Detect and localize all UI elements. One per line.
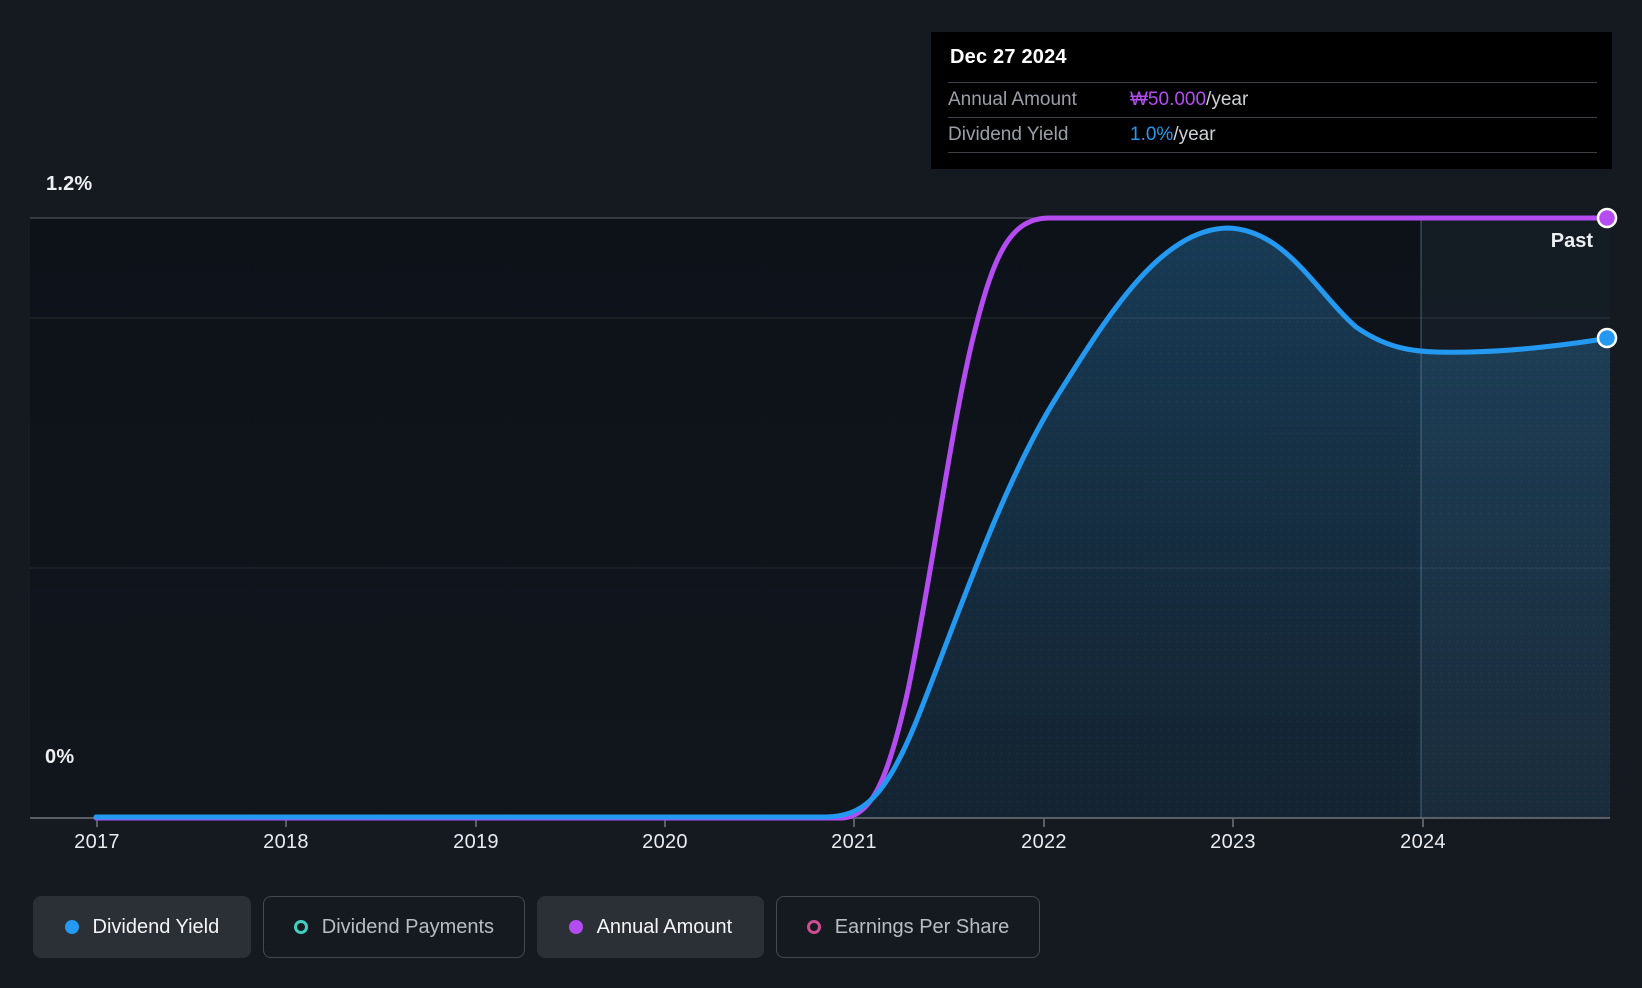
tooltip-label-dividend-yield: Dividend Yield [948, 124, 1069, 145]
legend-item-annual-amount[interactable]: Annual Amount [537, 896, 764, 958]
legend-item-dividend-yield[interactable]: Dividend Yield [33, 896, 251, 958]
x-tick-2017: 2017 [74, 831, 120, 853]
past-label: Past [1550, 230, 1593, 252]
legend-label-dividend-yield: Dividend Yield [92, 915, 220, 938]
tooltip-suffix-annual-amount: /year [1206, 89, 1249, 110]
tooltip-value-dividend-yield: 1.0% [1130, 124, 1174, 145]
chart-legend: Dividend Yield Dividend Payments Annual … [33, 896, 1041, 958]
earnings-per-share-ring-icon [806, 920, 821, 934]
y-axis-max-label: 1.2% [46, 173, 93, 195]
x-tick-2020: 2020 [642, 831, 688, 853]
tooltip-row-annual-amount: Annual Amount ₩50.000 /year [948, 82, 1597, 117]
x-tick-2018: 2018 [263, 831, 309, 853]
y-axis-zero-label: 0% [45, 746, 75, 768]
x-tick-2024: 2024 [1400, 831, 1446, 853]
annual-amount-line [93, 215, 1613, 821]
tooltip-date: Dec 27 2024 [950, 45, 1067, 68]
x-tick-2019: 2019 [453, 831, 499, 853]
tooltip-label-annual-amount: Annual Amount [948, 89, 1077, 110]
tooltip-row-dividend-yield: Dividend Yield 1.0% /year [948, 117, 1597, 152]
tooltip-suffix-dividend-yield: /year [1173, 124, 1216, 145]
past-highlight-band [1421, 218, 1610, 818]
dividend-payments-ring-icon [293, 920, 308, 934]
x-tick-2023: 2023 [1210, 831, 1256, 853]
x-tick-2022: 2022 [1021, 831, 1067, 853]
legend-label-earnings-per-share: Earnings Per Share [834, 915, 1010, 938]
annual-amount-dot-icon [568, 920, 583, 934]
legend-label-dividend-payments: Dividend Payments [321, 915, 495, 938]
annual-amount-endpoint-marker[interactable] [1596, 207, 1618, 229]
dividend-yield-area-texture [96, 228, 1610, 818]
x-axis-labels: 2017 2018 2019 2020 2021 2022 2023 2024 [0, 831, 1642, 857]
dividend-yield-dot-icon [64, 920, 79, 934]
tooltip-value-annual-amount: ₩50.000 [1130, 89, 1207, 110]
legend-label-annual-amount: Annual Amount [596, 915, 733, 938]
tooltip-bottom-rule [948, 152, 1597, 169]
dividend-yield-line [93, 225, 1613, 820]
legend-item-earnings-per-share[interactable]: Earnings Per Share [775, 896, 1041, 958]
legend-item-dividend-payments[interactable]: Dividend Payments [262, 896, 526, 958]
dividend-yield-endpoint-marker[interactable] [1596, 327, 1618, 349]
chart-tooltip: Dec 27 2024 Annual Amount ₩50.000 /year … [931, 32, 1612, 169]
x-tick-2021: 2021 [831, 831, 877, 853]
